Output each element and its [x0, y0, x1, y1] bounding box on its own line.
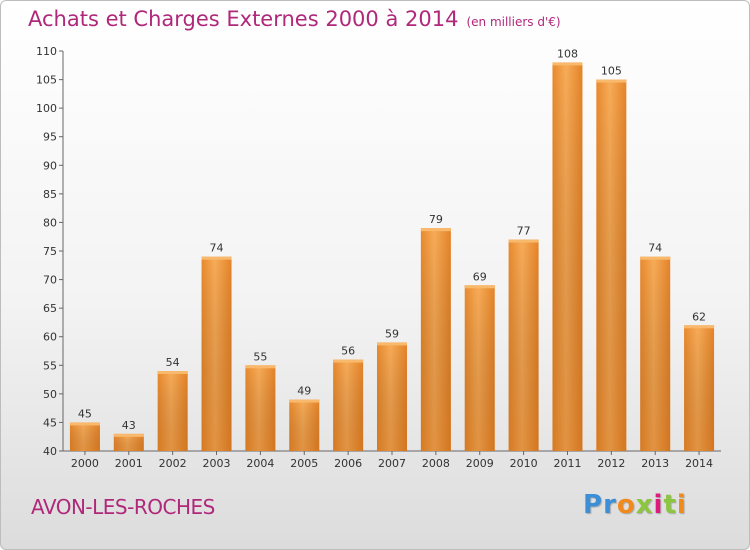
y-tick-label: 55 [43, 359, 57, 372]
y-tick-label: 45 [43, 416, 57, 429]
x-tick-label: 2000 [71, 457, 99, 470]
data-label: 105 [601, 65, 622, 78]
chart-title-text: Achats et Charges Externes 2000 à 2014 [28, 7, 459, 31]
data-label: 62 [692, 310, 706, 323]
bar-shade [420, 228, 451, 451]
bar-shade [245, 365, 276, 451]
logo-letter: t [663, 490, 677, 520]
y-tick-label: 60 [43, 331, 57, 344]
bar-shade [201, 256, 232, 451]
x-tick-label: 2012 [597, 457, 625, 470]
x-tick-label: 2013 [641, 457, 669, 470]
bars: 45 43 54 74 55 49 56 59 79 69 77 108 105 74 62 [69, 47, 715, 452]
y-tick-label: 85 [43, 188, 57, 201]
bar-top [69, 422, 100, 426]
chart-subtitle: (en milliers d'€) [466, 15, 561, 29]
logo-letter: x [635, 490, 654, 520]
bar-top [157, 371, 188, 374]
data-label: 74 [648, 242, 662, 255]
data-label: 79 [429, 213, 443, 226]
axes: 40 45 50 55 60 65 70 75 80 85 90 95 100 105 110 2000 200… [36, 45, 721, 470]
bar-shade [69, 422, 100, 451]
bar-shade [333, 359, 364, 451]
data-label: 43 [122, 419, 136, 432]
data-label: 49 [297, 385, 311, 398]
logo-letter: r [603, 490, 617, 520]
logo-letter: i [676, 490, 687, 520]
bar-shade [508, 239, 539, 451]
x-tick-label: 2007 [378, 457, 406, 470]
x-tick-label: 2004 [246, 457, 274, 470]
x-tick-label: 2002 [159, 457, 187, 470]
chart-title: Achats et Charges Externes 2000 à 2014 (e… [28, 7, 561, 31]
bar-top [596, 79, 627, 83]
bar-shade [157, 371, 188, 451]
y-tick-label: 95 [43, 131, 57, 144]
y-tick-label: 65 [43, 302, 57, 315]
bar-shade [640, 256, 671, 451]
data-label: 108 [557, 47, 578, 60]
data-label: 56 [341, 345, 355, 358]
x-tick-label: 2014 [685, 457, 713, 470]
bar-top [464, 285, 495, 289]
bar-top [508, 239, 539, 243]
y-tick-label: 105 [36, 74, 57, 87]
logo-letter: P [583, 490, 604, 520]
x-tick-label: 2005 [290, 457, 318, 470]
y-tick-label: 50 [43, 388, 57, 401]
bar-shade [377, 342, 407, 451]
x-tick-label: 2008 [422, 457, 450, 470]
x-tick-label: 2009 [466, 457, 494, 470]
bar-shade [289, 399, 320, 451]
bar-shade [464, 285, 495, 451]
data-label: 74 [210, 242, 224, 255]
y-tick-label: 90 [43, 159, 57, 172]
town-name: AVON-LES-ROCHES [31, 495, 215, 519]
y-tick-label: 40 [43, 445, 57, 458]
bar-top [420, 228, 451, 232]
x-tick-label: 2010 [510, 457, 538, 470]
logo-letter: o [616, 490, 636, 520]
x-tick-label: 2003 [203, 457, 231, 470]
y-tick-label: 75 [43, 245, 57, 258]
bar-top [552, 62, 583, 66]
x-tick-label: 2001 [115, 457, 143, 470]
y-tick-label: 80 [43, 216, 57, 229]
proxiti-logo[interactable]: Proxiti [583, 490, 687, 520]
bar-shade [596, 79, 627, 452]
data-label: 54 [166, 356, 180, 369]
data-label: 69 [473, 270, 487, 283]
bar-top [113, 433, 144, 437]
logo-letter: i [653, 490, 664, 520]
data-label: 59 [385, 327, 399, 340]
y-tick-label: 70 [43, 274, 57, 287]
y-tick-label: 110 [36, 45, 57, 58]
data-label: 77 [517, 225, 531, 238]
bar-top [684, 325, 715, 329]
bar-top [640, 256, 671, 260]
bar-top [377, 342, 407, 346]
bar-shade [113, 433, 144, 451]
bar-top [201, 256, 232, 260]
bar-shade [684, 325, 715, 451]
bar-shade [552, 62, 583, 452]
x-tick-label: 2006 [334, 457, 362, 470]
x-tick-label: 2011 [553, 457, 581, 470]
data-label: 55 [253, 350, 267, 363]
bar-top [333, 359, 364, 363]
y-tick-label: 100 [36, 102, 57, 115]
bar-top [289, 399, 320, 403]
data-label: 45 [78, 407, 92, 420]
bar-top [245, 365, 276, 369]
